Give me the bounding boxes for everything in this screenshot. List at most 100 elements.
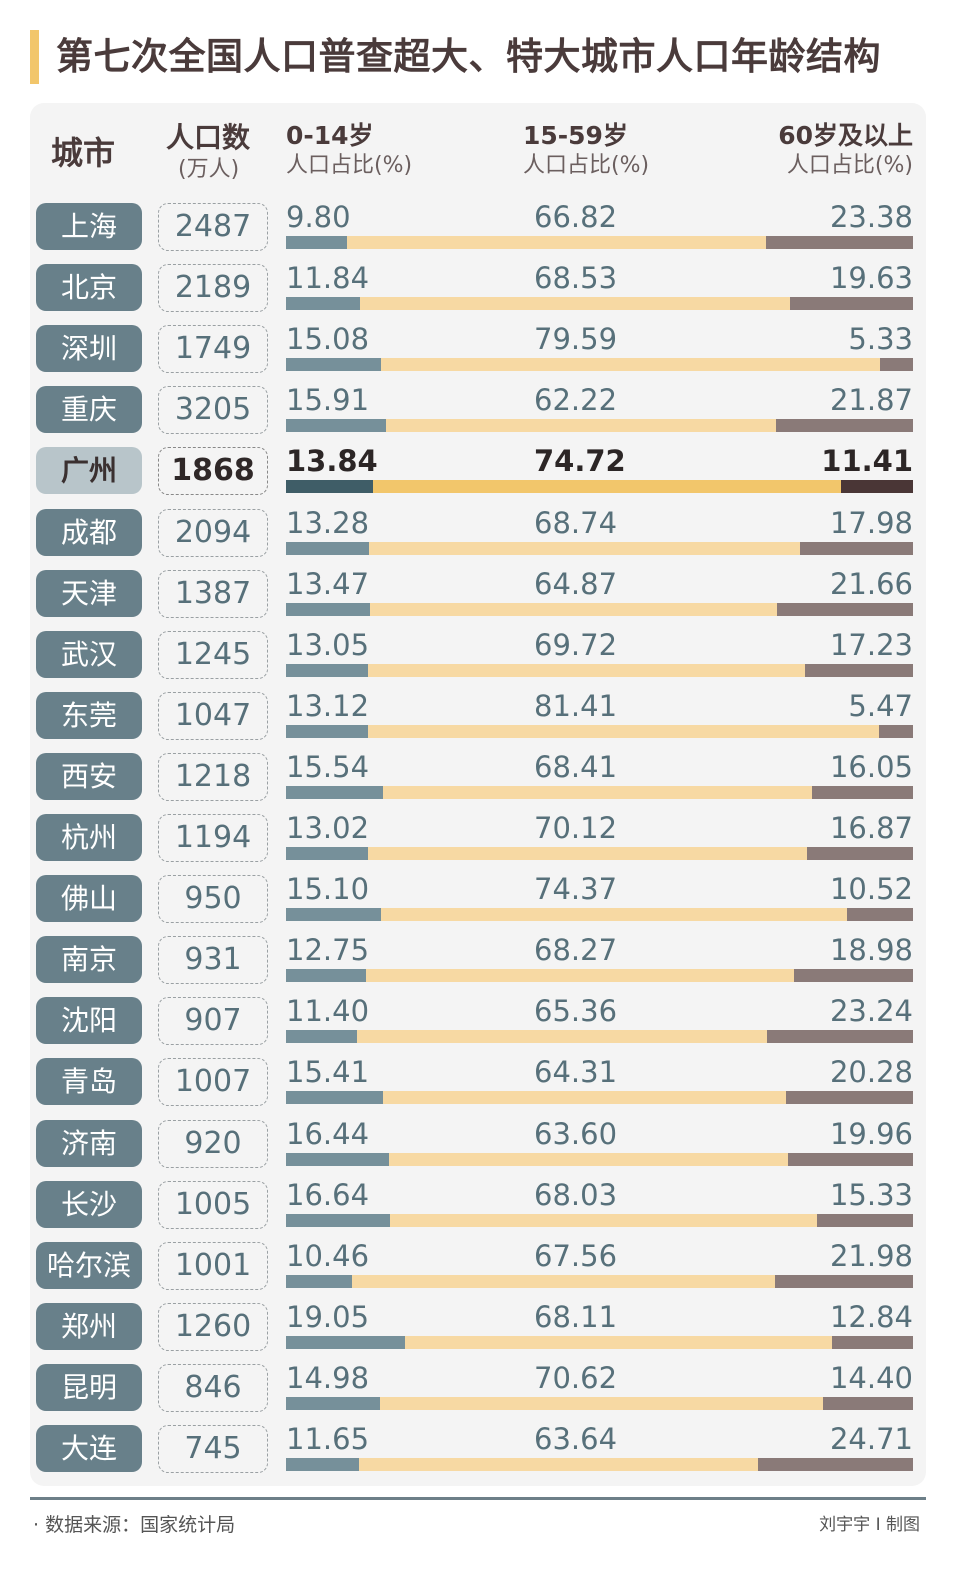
bar-segment-age-0-14 xyxy=(286,1274,352,1288)
population-value: 1194 xyxy=(158,814,268,862)
header-city: 城市 xyxy=(51,134,116,172)
city-label: 郑州 xyxy=(36,1302,142,1350)
age-15-59-value: 68.03 xyxy=(534,1177,618,1212)
bar-segment-age-15-59 xyxy=(379,1396,823,1410)
bar-segment-age-15-59 xyxy=(385,419,776,433)
city-label: 昆明 xyxy=(36,1363,142,1411)
header-age-15-59-unit: 人口占比(%) xyxy=(523,153,650,178)
age-15-59-value: 62.22 xyxy=(534,383,618,418)
bar-segment-age-60-plus xyxy=(775,419,913,433)
bar-segment-age-0-14 xyxy=(286,663,368,677)
bar-segment-age-0-14 xyxy=(286,785,384,799)
bar-segment-age-0-14 xyxy=(286,541,370,555)
bar-segment-age-15-59 xyxy=(389,1152,788,1166)
stacked-bar xyxy=(286,358,913,372)
bar-segment-age-15-59 xyxy=(383,785,813,799)
age-15-59-value: 64.31 xyxy=(534,1055,618,1090)
city-label: 西安 xyxy=(36,752,142,800)
city-label: 上海 xyxy=(36,203,142,250)
age-0-14-value: 9.80 xyxy=(286,200,351,234)
stacked-bar xyxy=(286,541,913,555)
age-15-59-value: 70.62 xyxy=(534,1360,618,1395)
bar-segment-age-60-plus xyxy=(832,1335,913,1349)
bar-segment-age-0-14 xyxy=(286,1396,380,1410)
age-60-plus-value: 10.52 xyxy=(829,872,913,907)
age-0-14-value: 19.05 xyxy=(286,1299,370,1334)
chart-title: 第七次全国人口普查超大、特大城市人口年龄结构 xyxy=(56,35,881,78)
bar-segment-age-15-59 xyxy=(368,724,879,738)
population-value: 1005 xyxy=(158,1180,268,1229)
age-15-59-value: 68.41 xyxy=(534,749,618,784)
population-value: 3205 xyxy=(158,386,268,435)
title-accent-bar xyxy=(30,30,39,84)
stacked-bar xyxy=(286,1458,913,1471)
table-row: 西安 1218 15.54 68.41 16.05 xyxy=(0,747,960,808)
stacked-bar xyxy=(286,785,913,799)
header-age-0-14-unit: 人口占比(%) xyxy=(286,153,413,178)
bar-segment-age-15-59 xyxy=(369,541,801,555)
bar-segment-age-60-plus xyxy=(816,1213,913,1227)
data-source: · 数据来源：国家统计局 xyxy=(33,1514,236,1536)
age-60-plus-value: 5.33 xyxy=(848,322,913,357)
bar-segment-age-15-59 xyxy=(382,1091,786,1105)
table-row: 长沙 1005 16.64 68.03 15.33 xyxy=(0,1175,960,1236)
stacked-bar xyxy=(286,847,913,860)
stacked-bar xyxy=(286,602,913,616)
city-label: 济南 xyxy=(36,1119,142,1167)
stacked-bar xyxy=(286,1396,913,1410)
bar-segment-age-0-14 xyxy=(286,602,371,616)
city-label: 成都 xyxy=(36,508,142,556)
age-0-14-value: 11.65 xyxy=(286,1422,370,1456)
table-row: 南京 931 12.75 68.27 18.98 xyxy=(0,930,960,991)
age-60-plus-value: 23.24 xyxy=(829,994,913,1029)
city-label: 青岛 xyxy=(36,1058,142,1106)
bar-segment-age-15-59 xyxy=(367,847,808,860)
bar-segment-age-60-plus xyxy=(766,236,913,249)
age-0-14-value: 13.05 xyxy=(286,627,370,662)
bar-segment-age-60-plus xyxy=(847,908,913,922)
age-0-14-value: 13.84 xyxy=(286,444,378,479)
bar-segment-age-0-14 xyxy=(286,480,373,494)
bar-segment-age-0-14 xyxy=(286,847,368,860)
city-label: 深圳 xyxy=(36,325,142,373)
table-row: 郑州 1260 19.05 68.11 12.84 xyxy=(0,1297,960,1358)
bar-segment-age-60-plus xyxy=(878,724,913,738)
age-60-plus-value: 17.23 xyxy=(829,627,913,662)
age-0-14-value: 15.41 xyxy=(286,1055,370,1090)
age-0-14-value: 15.08 xyxy=(286,322,370,357)
table-row: 沈阳 907 11.40 65.36 23.24 xyxy=(0,991,960,1052)
age-60-plus-value: 16.05 xyxy=(829,749,913,784)
table-row: 青岛 1007 15.41 64.31 20.28 xyxy=(0,1052,960,1113)
stacked-bar xyxy=(286,1152,913,1166)
city-label: 北京 xyxy=(36,264,142,312)
age-60-plus-value: 21.98 xyxy=(829,1238,913,1273)
age-60-plus-value: 19.96 xyxy=(829,1116,913,1151)
table-row: 济南 920 16.44 63.60 19.96 xyxy=(0,1114,960,1175)
bar-segment-age-0-14 xyxy=(286,419,386,433)
bar-segment-age-60-plus xyxy=(879,358,913,372)
age-60-plus-value: 17.98 xyxy=(829,505,913,540)
bar-segment-age-15-59 xyxy=(405,1335,833,1349)
age-0-14-value: 13.47 xyxy=(286,566,370,601)
age-15-59-value: 63.64 xyxy=(534,1422,618,1456)
bar-segment-age-60-plus xyxy=(777,602,913,616)
table-row: 天津 1387 13.47 64.87 21.66 xyxy=(0,564,960,625)
population-value: 1007 xyxy=(158,1058,268,1107)
bar-segment-age-0-14 xyxy=(286,358,381,372)
table-row: 武汉 1245 13.05 69.72 17.23 xyxy=(0,625,960,686)
stacked-bar xyxy=(286,1091,913,1105)
table-row: 广州 1868 13.84 74.72 11.41 xyxy=(0,441,960,502)
age-15-59-value: 74.37 xyxy=(534,872,618,907)
table-row: 上海 2487 9.80 66.82 23.38 xyxy=(0,197,960,258)
population-value: 920 xyxy=(158,1119,268,1168)
bar-segment-age-60-plus xyxy=(787,1152,913,1166)
bar-segment-age-60-plus xyxy=(758,1458,913,1471)
age-0-14-value: 13.12 xyxy=(286,688,370,723)
bar-segment-age-15-59 xyxy=(372,480,842,494)
bar-segment-age-15-59 xyxy=(380,908,848,922)
population-value: 2487 xyxy=(158,203,268,251)
header-age-0-14: 0-14岁 xyxy=(286,121,374,150)
age-15-59-value: 66.82 xyxy=(534,200,618,234)
age-0-14-value: 12.75 xyxy=(286,933,370,968)
bar-segment-age-0-14 xyxy=(286,1213,391,1227)
